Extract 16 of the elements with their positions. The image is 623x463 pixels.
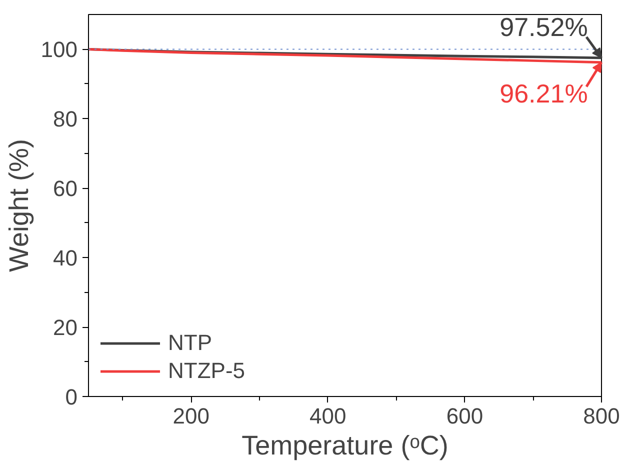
y-tick-label: 40 bbox=[53, 246, 78, 271]
x-tick-label: 600 bbox=[446, 404, 484, 428]
y-tick-label: 80 bbox=[53, 106, 78, 132]
legend-label: NTP bbox=[168, 330, 212, 356]
x-tick-label: 400 bbox=[310, 404, 346, 428]
x-axis-title: Temperature (ᵒC) bbox=[242, 430, 448, 460]
y-tick-label: 0 bbox=[65, 384, 78, 410]
legend-label: NTZP-5 bbox=[168, 358, 245, 384]
x-tick-label: 200 bbox=[172, 404, 210, 428]
x-tick-label: 800 bbox=[583, 404, 620, 428]
y-tick-label: 100 bbox=[40, 37, 78, 62]
y-axis-title: Weight (%) bbox=[4, 138, 34, 272]
y-tick-label: 60 bbox=[53, 176, 78, 202]
y-tick-label: 20 bbox=[53, 315, 78, 340]
annotation: 96.21% bbox=[500, 78, 588, 109]
annotation: 97.52% bbox=[500, 12, 588, 42]
